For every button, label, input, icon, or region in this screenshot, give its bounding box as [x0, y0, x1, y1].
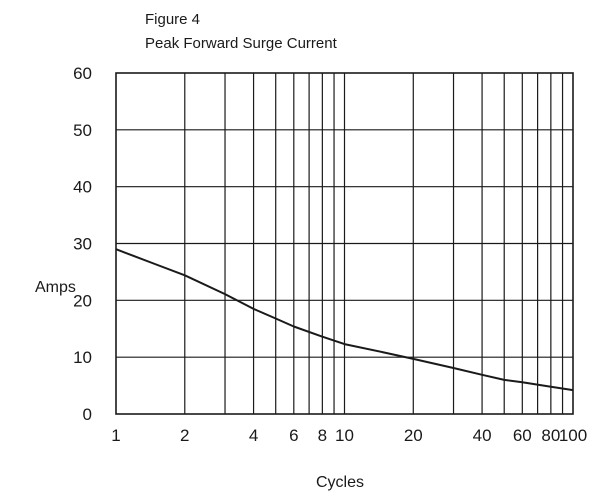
- x-tick-label: 8: [318, 426, 327, 445]
- grid: [116, 73, 573, 414]
- x-tick-label: 4: [249, 426, 258, 445]
- y-tick-label: 60: [73, 64, 92, 83]
- surge-current-curve: [115, 248, 574, 392]
- x-tick-label: 60: [513, 426, 532, 445]
- x-tick-label: 2: [180, 426, 189, 445]
- x-tick-label: 6: [289, 426, 298, 445]
- y-tick-label: 10: [73, 348, 92, 367]
- y-tick-label: 0: [83, 405, 92, 424]
- chart-title: Figure 4: [145, 11, 200, 28]
- x-tick-label: 20: [404, 426, 423, 445]
- plot-frame: [115, 72, 574, 415]
- x-axis-label: Cycles: [316, 474, 364, 491]
- y-tick-label: 30: [73, 235, 92, 254]
- x-tick-label: 80: [541, 426, 560, 445]
- x-tick-label: 40: [473, 426, 492, 445]
- x-tick-label: 100: [559, 426, 587, 445]
- y-axis-label: Amps: [35, 279, 76, 296]
- y-tick-label: 20: [73, 291, 92, 310]
- y-tick-label: 40: [73, 178, 92, 197]
- chart-subtitle: Peak Forward Surge Current: [145, 35, 338, 52]
- y-tick-label: 50: [73, 121, 92, 140]
- x-tick-label: 1: [111, 426, 120, 445]
- series-layer: [115, 248, 574, 392]
- x-tick-label: 10: [335, 426, 354, 445]
